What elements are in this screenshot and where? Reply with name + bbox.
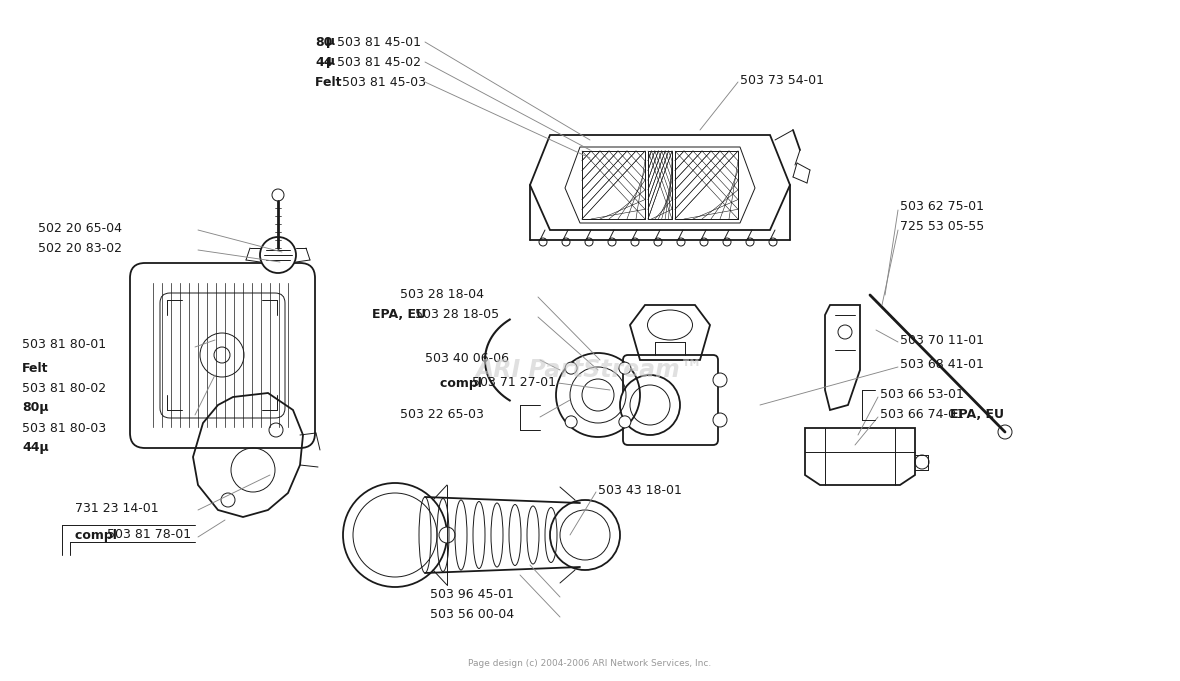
Text: 503 71 27-01: 503 71 27-01 <box>472 377 557 390</box>
Text: 502 20 83-02: 502 20 83-02 <box>38 242 122 255</box>
Text: 503 81 80-03: 503 81 80-03 <box>22 422 106 434</box>
Text: EPA, EU: EPA, EU <box>372 308 431 321</box>
Circle shape <box>565 362 577 374</box>
Text: 503 81 78-01: 503 81 78-01 <box>107 528 191 541</box>
Text: compl: compl <box>76 528 122 541</box>
Text: 503 73 54-01: 503 73 54-01 <box>740 74 824 86</box>
Text: 503 96 45-01: 503 96 45-01 <box>430 588 513 601</box>
Text: 503 66 53-01: 503 66 53-01 <box>880 388 964 402</box>
Text: 503 68 41-01: 503 68 41-01 <box>900 358 984 372</box>
Text: 503 28 18-04: 503 28 18-04 <box>400 289 484 302</box>
Text: μ: μ <box>326 35 340 48</box>
Circle shape <box>998 425 1012 439</box>
Text: 80μ: 80μ <box>22 402 48 415</box>
Text: 731 23 14-01: 731 23 14-01 <box>76 501 158 515</box>
Text: 725 53 05-55: 725 53 05-55 <box>900 221 984 234</box>
Text: 503 81 45-03: 503 81 45-03 <box>342 76 426 89</box>
Text: 503 66 74-01: 503 66 74-01 <box>880 409 968 422</box>
Text: 503 56 00-04: 503 56 00-04 <box>430 609 514 622</box>
Text: 503 40 06-06: 503 40 06-06 <box>425 351 509 364</box>
Circle shape <box>618 416 631 428</box>
Text: 503 81 45-01: 503 81 45-01 <box>336 35 420 48</box>
Circle shape <box>565 416 577 428</box>
Text: EPA, EU: EPA, EU <box>950 409 1004 422</box>
Circle shape <box>713 373 727 387</box>
Text: 503 28 18-05: 503 28 18-05 <box>415 308 499 321</box>
Circle shape <box>713 413 727 427</box>
Text: 503 70 11-01: 503 70 11-01 <box>900 334 984 347</box>
Text: 503 81 45-02: 503 81 45-02 <box>336 55 420 69</box>
Circle shape <box>269 423 283 437</box>
Text: compl: compl <box>440 377 486 390</box>
Text: 503 62 75-01: 503 62 75-01 <box>900 200 984 214</box>
Circle shape <box>620 375 680 435</box>
Circle shape <box>618 362 631 374</box>
Text: 503 81 80-01: 503 81 80-01 <box>22 338 106 351</box>
Circle shape <box>221 493 235 507</box>
Text: 80: 80 <box>315 35 333 48</box>
Text: 44: 44 <box>315 55 333 69</box>
Text: 503 43 18-01: 503 43 18-01 <box>598 484 682 496</box>
Text: 503 22 65-03: 503 22 65-03 <box>400 409 484 422</box>
Text: Felt: Felt <box>315 76 346 89</box>
Circle shape <box>439 527 455 543</box>
Text: μ: μ <box>326 55 340 69</box>
Text: ARI PartStream™: ARI PartStream™ <box>476 358 704 382</box>
Circle shape <box>260 237 296 273</box>
Text: 503 81 80-02: 503 81 80-02 <box>22 381 106 394</box>
FancyBboxPatch shape <box>623 355 717 445</box>
Text: 502 20 65-04: 502 20 65-04 <box>38 221 122 234</box>
Text: Felt: Felt <box>22 362 48 375</box>
Text: Page design (c) 2004-2006 ARI Network Services, Inc.: Page design (c) 2004-2006 ARI Network Se… <box>468 659 712 667</box>
Text: 44μ: 44μ <box>22 441 48 454</box>
